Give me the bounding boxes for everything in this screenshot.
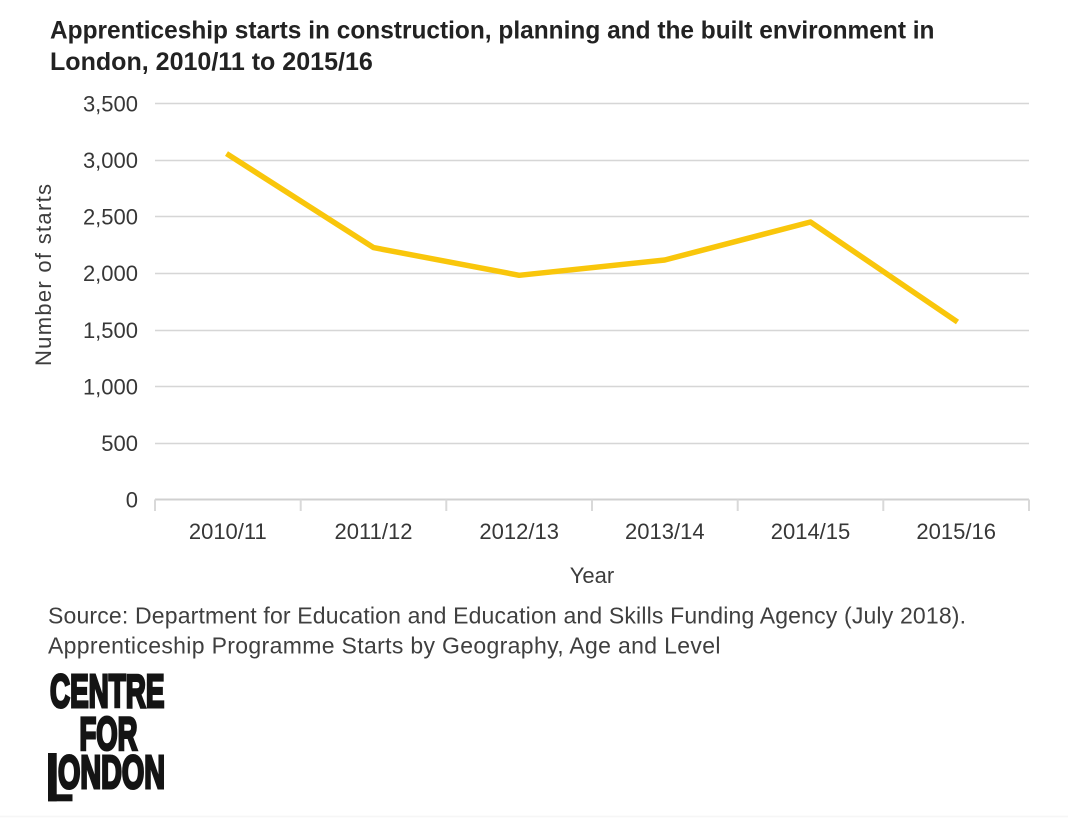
svg-text:1,500: 1,500 — [83, 318, 138, 343]
svg-text:2014/15: 2014/15 — [771, 519, 851, 544]
svg-text:1,000: 1,000 — [83, 374, 138, 399]
svg-text:ONDON: ONDON — [58, 746, 165, 798]
svg-text:500: 500 — [101, 431, 138, 456]
svg-text:2015/16: 2015/16 — [916, 519, 996, 544]
svg-text:2,500: 2,500 — [83, 205, 138, 230]
svg-text:FOR: FOR — [80, 708, 138, 760]
svg-text:2,000: 2,000 — [83, 261, 138, 286]
svg-text:2010/11: 2010/11 — [189, 519, 267, 544]
svg-text:2011/12: 2011/12 — [335, 519, 413, 544]
svg-text:Apprenticeship Programme Start: Apprenticeship Programme Starts by Geogr… — [48, 633, 721, 659]
svg-text:0: 0 — [126, 488, 138, 513]
svg-text:3,500: 3,500 — [83, 91, 138, 116]
svg-text:CENTRE: CENTRE — [50, 665, 164, 717]
svg-text:Year: Year — [570, 563, 614, 588]
svg-text:Number of starts: Number of starts — [31, 184, 56, 366]
svg-text:2012/13: 2012/13 — [479, 519, 559, 544]
svg-text:2013/14: 2013/14 — [625, 519, 705, 544]
svg-text:London, 2010/11 to 2015/16: London, 2010/11 to 2015/16 — [50, 48, 373, 76]
svg-text:Apprenticeship starts in const: Apprenticeship starts in construction, p… — [50, 17, 935, 45]
svg-text:Source: Department for Educati: Source: Department for Education and Edu… — [48, 603, 966, 629]
svg-text:3,000: 3,000 — [83, 148, 138, 173]
